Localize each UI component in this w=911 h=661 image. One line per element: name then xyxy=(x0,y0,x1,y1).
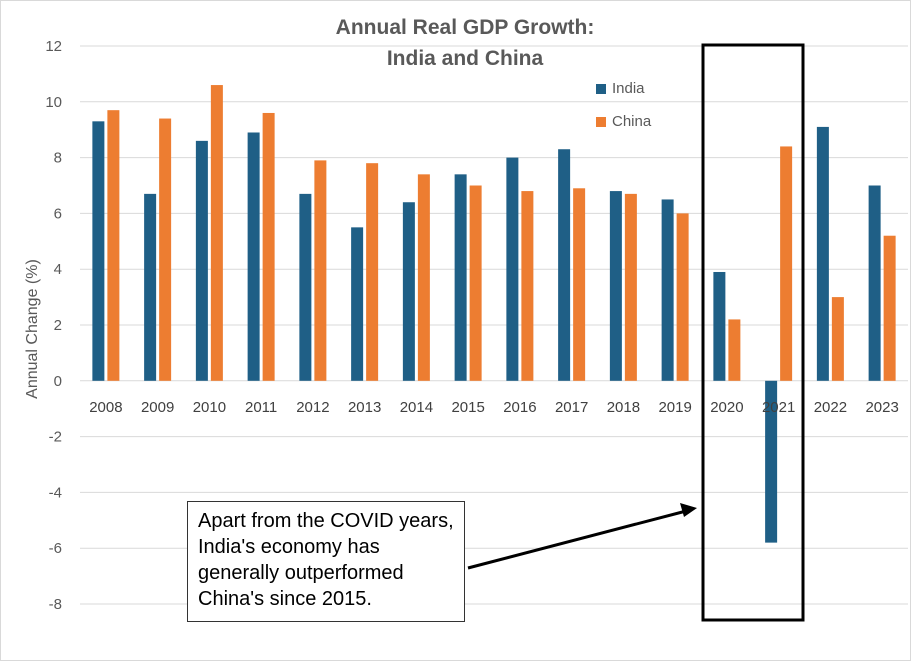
bar-china-2017 xyxy=(573,188,586,381)
y-tick-label: 6 xyxy=(54,205,62,222)
chart-title-line2: India and China xyxy=(386,47,544,70)
bar-india-2020 xyxy=(713,271,726,381)
legend-item-india: India xyxy=(596,80,645,97)
legend-label-china: China xyxy=(612,113,652,130)
annotation-arrow xyxy=(467,508,691,570)
y-tick-label: 10 xyxy=(45,94,62,111)
highlight-box xyxy=(701,43,805,622)
bar-china-2008 xyxy=(107,110,120,381)
x-tick-label: 2018 xyxy=(607,399,640,416)
annotation-arrowhead xyxy=(680,503,697,517)
annotation-box: Apart from the COVID years, India's econ… xyxy=(187,501,465,622)
bar-india-2019 xyxy=(661,199,674,381)
bar-china-2014 xyxy=(417,174,430,381)
y-tick-label: -8 xyxy=(49,596,62,613)
legend-label-india: India xyxy=(612,80,645,97)
bar-china-2011 xyxy=(262,112,275,381)
bar-india-2018 xyxy=(609,191,622,381)
bar-china-2013 xyxy=(366,163,379,381)
x-tick-label: 2014 xyxy=(400,399,433,416)
bar-india-2010 xyxy=(195,140,208,381)
bar-china-2016 xyxy=(521,191,534,381)
x-tick-label: 2008 xyxy=(89,399,122,416)
bar-india-2023 xyxy=(868,185,881,381)
x-tick-label: 2013 xyxy=(348,399,381,416)
x-axis-ticks: 2008 2009 2010 2011 2012 2013 2014 2015 2016 2017… xyxy=(89,399,899,416)
bar-china-2022 xyxy=(831,297,844,381)
y-tick-label: 2 xyxy=(54,317,62,334)
bar-india-2015 xyxy=(454,174,467,381)
bar-china-2010 xyxy=(210,85,223,381)
x-tick-label: 2017 xyxy=(555,399,588,416)
bar-china-2012 xyxy=(314,160,327,381)
bar-china-2021 xyxy=(780,146,793,381)
y-tick-label: 4 xyxy=(54,261,62,278)
bar-india-2008 xyxy=(92,121,105,381)
x-tick-label: 2016 xyxy=(503,399,536,416)
y-axis-ticks: 12 10 8 6 4 2 0 -2 -4 -6 -8 xyxy=(45,38,62,613)
chart-title-line1: Annual Real GDP Growth: xyxy=(335,16,595,39)
y-tick-label: 12 xyxy=(45,38,62,55)
bar-india-2021 xyxy=(765,380,778,543)
legend-swatch-india xyxy=(596,83,606,94)
x-tick-label: 2020 xyxy=(710,399,743,416)
bar-china-2009 xyxy=(159,118,172,381)
bar-india-2009 xyxy=(144,193,157,381)
y-tick-label: 0 xyxy=(54,373,62,390)
y-tick-label: 8 xyxy=(54,150,62,167)
x-tick-label: 2012 xyxy=(296,399,329,416)
x-tick-label: 2023 xyxy=(865,399,898,416)
bar-india-2012 xyxy=(299,193,312,381)
x-tick-label: 2015 xyxy=(451,399,484,416)
y-axis-label: Annual Change (%) xyxy=(24,259,41,399)
x-tick-label: 2010 xyxy=(193,399,226,416)
bar-india-2014 xyxy=(402,202,415,381)
bar-india-2011 xyxy=(247,132,260,381)
bar-india-2013 xyxy=(351,227,364,381)
bar-china-2018 xyxy=(624,193,637,381)
y-tick-label: -4 xyxy=(49,484,62,501)
bar-china-2023 xyxy=(883,235,896,381)
bar-china-2019 xyxy=(676,213,689,381)
bar-india-2017 xyxy=(558,149,571,381)
x-tick-label: 2019 xyxy=(658,399,691,416)
y-tick-label: -6 xyxy=(49,540,62,557)
x-tick-label: 2022 xyxy=(814,399,847,416)
bar-india-2016 xyxy=(506,157,519,381)
bars xyxy=(92,85,896,543)
x-tick-label: 2011 xyxy=(245,399,277,416)
y-tick-label: -2 xyxy=(49,429,62,446)
x-tick-label: 2009 xyxy=(141,399,174,416)
bar-china-2020 xyxy=(728,319,741,381)
legend-swatch-china xyxy=(596,116,606,127)
x-tick-label: 2021 xyxy=(762,399,795,416)
chart-title: Annual Real GDP Growth: India and China xyxy=(300,12,630,74)
legend-item-china: China xyxy=(596,113,651,130)
bar-china-2015 xyxy=(469,185,482,381)
bar-india-2022 xyxy=(816,126,829,381)
